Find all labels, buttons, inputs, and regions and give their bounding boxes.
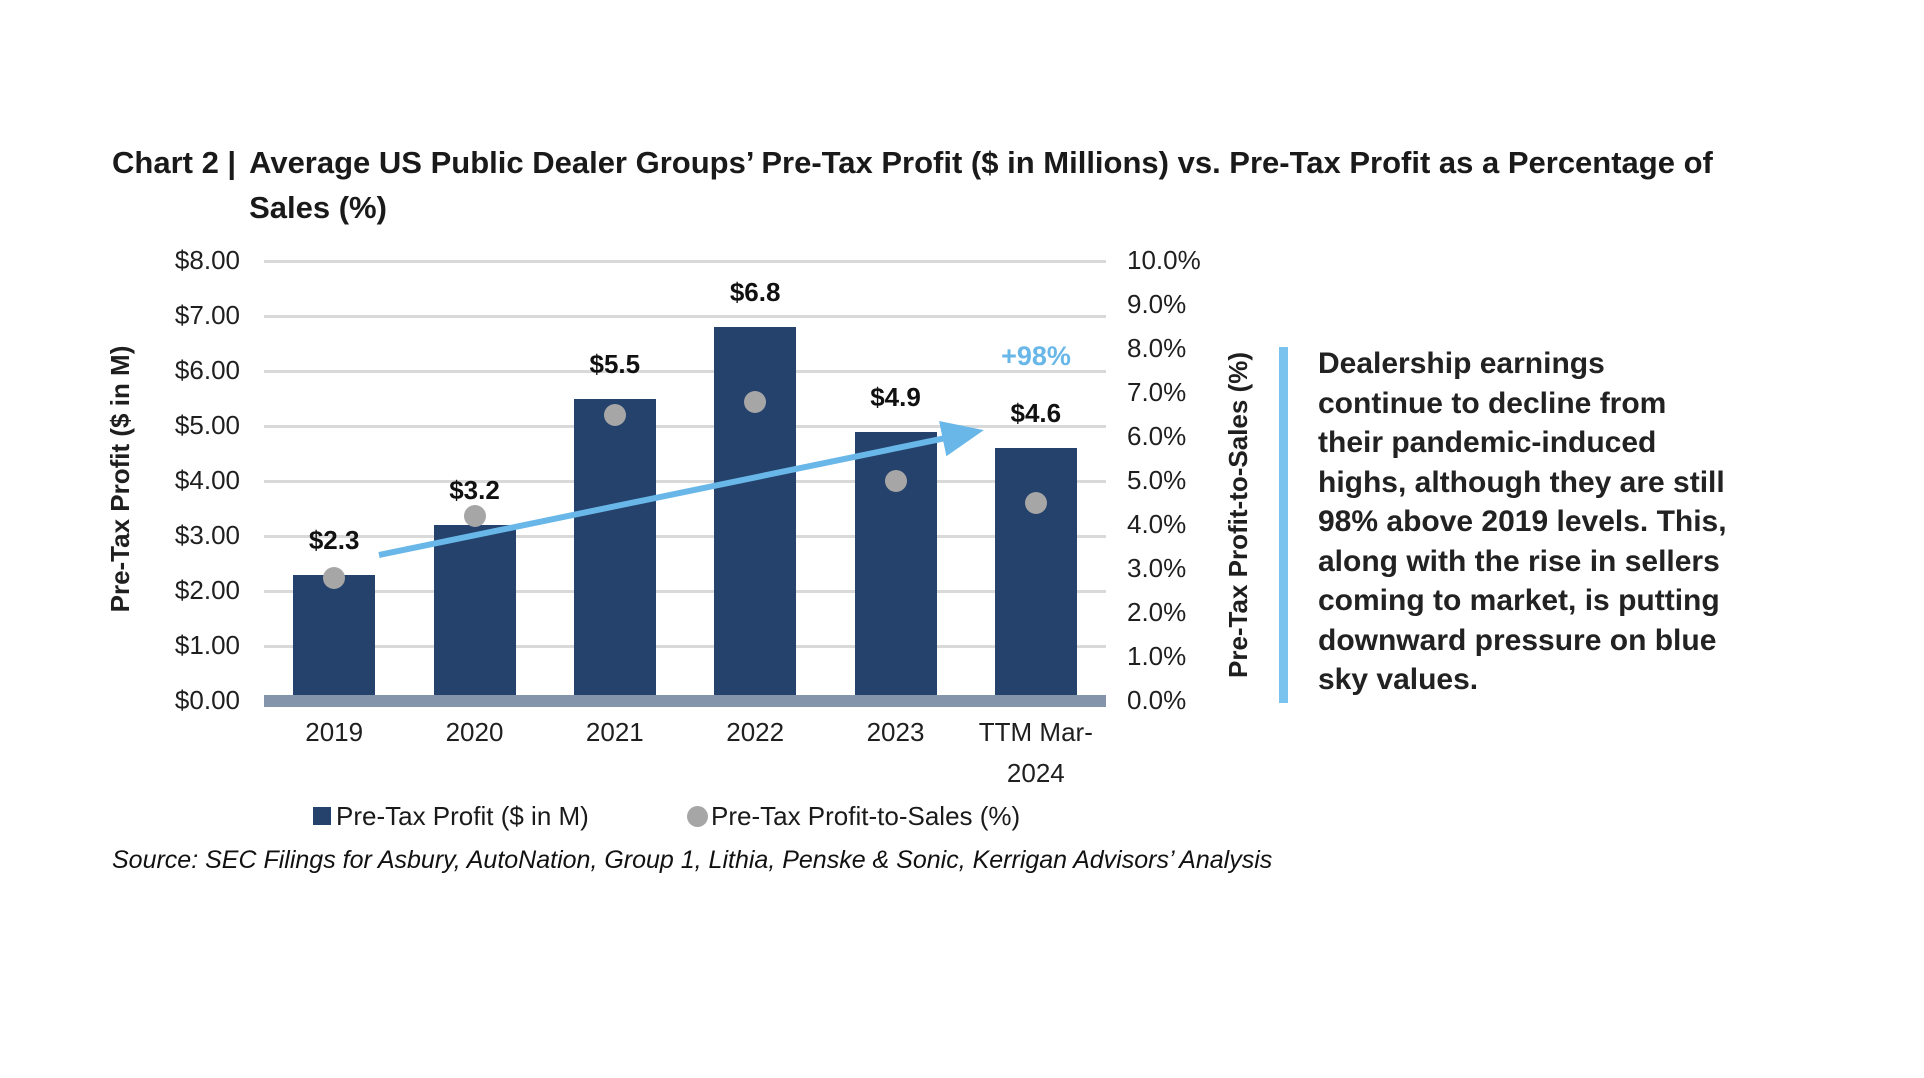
legend-item-profit-to-sales: Pre-Tax Profit-to-Sales (%) [687,799,1020,833]
x-axis-label-0: 2019 [305,717,364,747]
x-axis-label-3: 2022 [726,717,785,747]
right-axis-tick-4: 4.0% [1127,509,1187,539]
gridline-1 [264,645,1106,648]
dot-2021 [603,404,626,426]
left-axis-tick-2: $2.00 [174,575,240,605]
dot-2020 [463,505,486,528]
left-axis-tick-7: $7.00 [174,300,240,330]
right-axis-tick-6: 6.0% [1127,421,1187,451]
left-axis-tick-6: $6.00 [174,355,240,385]
right-axis-tick-8: 8.0% [1127,333,1187,363]
right-axis-tick-7: 7.0% [1127,377,1187,407]
legend-dot-swatch-icon [687,805,708,827]
left-axis-tick-5: $5.00 [174,410,240,440]
x-axis-label-2: 2021 [585,717,644,747]
chart-title: Chart 2 | Average US Public Dealer Group… [112,140,1713,230]
bar-2022 [714,327,797,701]
gridline-7 [264,315,1106,318]
right-axis-tick-10: 10.0% [1127,245,1201,275]
dot-2019 [323,566,346,589]
gridline-6 [264,370,1106,373]
left-axis-tick-0: $0.00 [174,685,240,715]
x-axis-baseline [264,695,1106,707]
x-axis-label-1: 2020 [445,717,504,747]
bar-value-label-4: $4.9 [870,381,921,412]
bar-2020 [433,525,516,701]
gridline-5 [264,425,1106,428]
gridline-2 [264,590,1106,593]
dot-2023 [884,470,907,492]
bar-value-label-5: $4.6 [1010,398,1062,428]
chart-title-line2: Sales (%) [249,190,387,225]
x-axis-label-5: TTM Mar- 2024 [978,717,1093,788]
bar-value-label-2: $5.5 [589,348,641,379]
legend-dot-label: Pre-Tax Profit-to-Sales (%) [711,800,1021,831]
legend-bar-swatch-icon [313,807,331,825]
right-axis-tick-5: 5.0% [1127,465,1187,495]
right-axis-tick-2: 2.0% [1127,597,1187,627]
bar-TTM Mar- [994,448,1077,701]
callout-text: Dealership earnings continue to decline … [1318,347,1727,696]
dot-2022 [744,390,767,413]
annotation-plus98: +98% [1001,341,1071,371]
right-axis-tick-0: 0.0% [1127,685,1187,715]
bar-value-label-0: $2.3 [308,524,360,555]
chart-title-prefix: Chart 2 | [112,145,237,180]
left-axis-tick-8: $8.00 [174,245,240,275]
left-axis-tick-4: $4.00 [174,465,240,495]
right-axis-title: Pre-Tax Profit-to-Sales (%) [1223,352,1253,679]
left-axis-tick-1: $1.00 [174,630,240,660]
left-axis-tick-3: $3.00 [174,520,240,550]
gridline-4 [264,480,1106,483]
x-axis-label-4: 2023 [866,717,925,747]
bar-2019 [293,574,376,701]
gridline-8 [264,260,1106,263]
callout-accent-bar [1279,347,1288,703]
bar-2021 [573,398,656,701]
right-axis-tick-9: 9.0% [1127,289,1187,319]
bar-value-label-3: $6.8 [729,277,781,307]
right-axis-tick-1: 1.0% [1127,641,1187,671]
source-note: Source: SEC Filings for Asbury, AutoNati… [112,846,1273,874]
chart-title-line1: Average US Public Dealer Groups’ Pre-Tax… [249,145,1713,180]
legend-item-pretax-profit: Pre-Tax Profit ($ in M) [313,799,589,833]
bar-value-label-1: $3.2 [449,475,500,505]
dot-TTM Mar- [1024,492,1047,514]
legend-bar-label: Pre-Tax Profit ($ in M) [336,800,589,831]
right-axis-tick-3: 3.0% [1127,553,1187,583]
left-axis-title: Pre-Tax Profit ($ in M) [105,345,135,613]
